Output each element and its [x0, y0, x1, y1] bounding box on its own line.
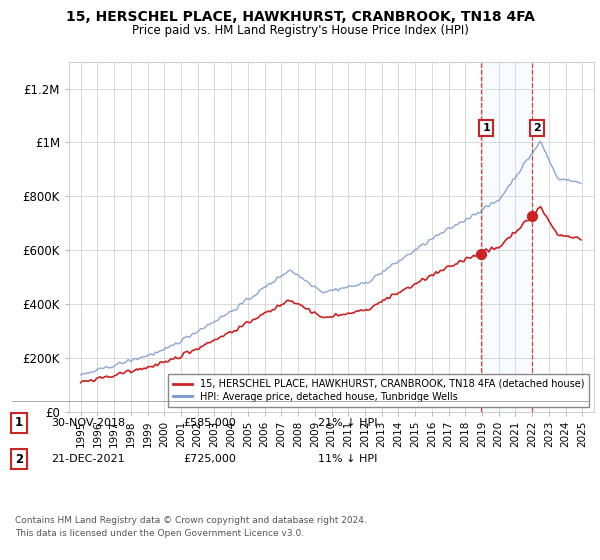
Text: Contains HM Land Registry data © Crown copyright and database right 2024.
This d: Contains HM Land Registry data © Crown c… [15, 516, 367, 538]
Text: 21% ↓ HPI: 21% ↓ HPI [318, 418, 377, 428]
Text: 21-DEC-2021: 21-DEC-2021 [51, 454, 125, 464]
Text: £585,000: £585,000 [183, 418, 236, 428]
Text: 2: 2 [15, 452, 23, 466]
Text: Price paid vs. HM Land Registry's House Price Index (HPI): Price paid vs. HM Land Registry's House … [131, 24, 469, 37]
Legend: 15, HERSCHEL PLACE, HAWKHURST, CRANBROOK, TN18 4FA (detached house), HPI: Averag: 15, HERSCHEL PLACE, HAWKHURST, CRANBROOK… [167, 374, 589, 407]
Text: 15, HERSCHEL PLACE, HAWKHURST, CRANBROOK, TN18 4FA: 15, HERSCHEL PLACE, HAWKHURST, CRANBROOK… [65, 10, 535, 24]
Point [527, 212, 536, 221]
Text: £725,000: £725,000 [183, 454, 236, 464]
Text: 1: 1 [482, 123, 490, 133]
Text: 1: 1 [15, 416, 23, 430]
Bar [481, 62, 532, 412]
Point [476, 250, 485, 259]
Text: 30-NOV-2018: 30-NOV-2018 [51, 418, 125, 428]
Text: 2: 2 [533, 123, 541, 133]
Text: 11% ↓ HPI: 11% ↓ HPI [318, 454, 377, 464]
